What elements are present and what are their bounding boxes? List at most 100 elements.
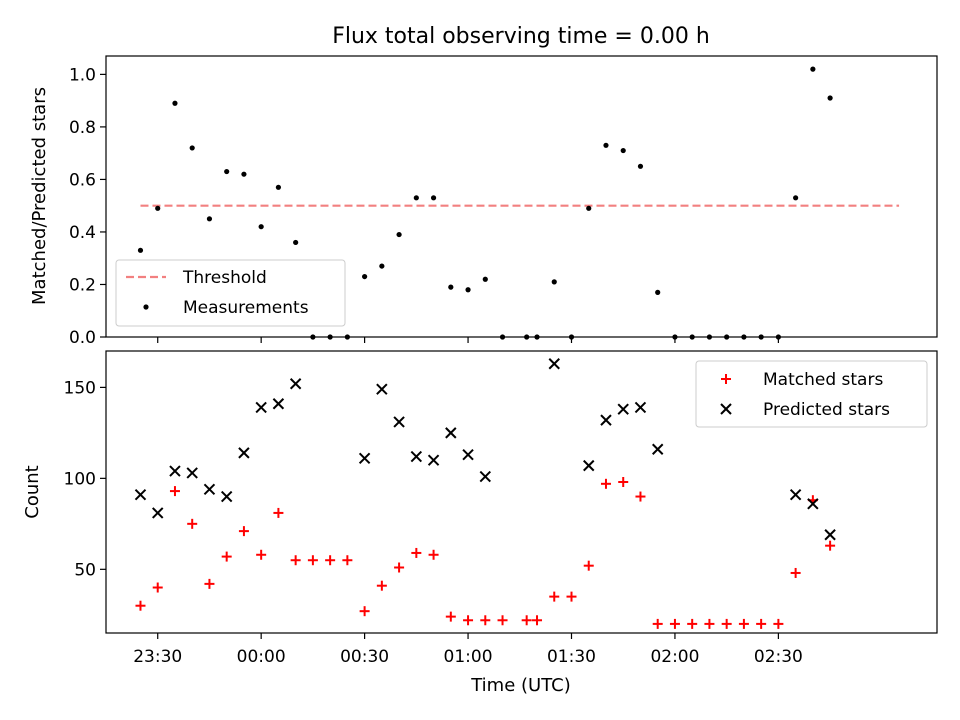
measurement-point <box>344 334 350 340</box>
bottom-y-tick-label: 50 <box>74 560 96 580</box>
measurement-point <box>189 145 195 151</box>
x-tick-label: 01:30 <box>547 647 596 667</box>
predicted-star-point <box>238 447 250 459</box>
measurement-point <box>241 171 247 177</box>
chart-title: Flux total observing time = 0.00 h <box>332 24 710 49</box>
top-legend: Threshold Measurements <box>115 259 346 327</box>
legend-box <box>695 360 928 428</box>
predicted-star-point <box>462 448 474 461</box>
x-tick-label: 01:00 <box>444 647 493 667</box>
top-y-axis-label: Matched/Predicted stars <box>29 87 50 305</box>
top-y-tick-label: 0.4 <box>69 223 96 243</box>
measurement-point <box>672 334 678 340</box>
measurement-point <box>534 334 540 340</box>
measurement-point <box>310 334 316 340</box>
predicted-star-point <box>479 470 492 483</box>
measurement-point <box>224 168 230 175</box>
top-subplot: 0.0 0.2 0.4 0.6 0.8 1.0 Threshold Measurements <box>69 55 938 348</box>
bottom-y-tick-label: 100 <box>64 469 96 489</box>
predicted-star-point <box>255 401 267 414</box>
predicted-star-point <box>358 452 371 465</box>
legend-predicted-label: Predicted stars <box>763 400 890 420</box>
x-tick-label: 00:00 <box>237 647 286 667</box>
predicted-star-point <box>203 483 216 495</box>
legend-measurements-swatch <box>143 304 149 310</box>
measurement-point <box>793 195 799 201</box>
measurement-point <box>775 334 781 340</box>
predicted-star-point <box>186 467 198 479</box>
predicted-star-point <box>220 490 233 503</box>
predicted-star-point <box>634 401 647 414</box>
measurement-point <box>499 334 506 340</box>
predicted-star-point <box>169 465 181 477</box>
x-tick-label: 02:00 <box>650 647 699 667</box>
predicted-star-point <box>617 403 629 415</box>
predicted-star-point <box>651 443 664 455</box>
legend-matched-label: Matched stars <box>763 370 883 390</box>
measurement-point <box>724 334 730 340</box>
measurement-point <box>637 163 644 169</box>
predicted-star-point <box>427 454 440 466</box>
predicted-star-point <box>789 489 802 501</box>
measurement-point <box>172 100 178 106</box>
predicted-star-point <box>600 414 612 426</box>
bottom-y-tick-label: 150 <box>64 378 96 398</box>
bottom-subplot: 50 100 150 23:30 00:00 00:30 01:00 01:30 02:00 02… <box>64 350 938 667</box>
bottom-y-axis-label: Count <box>22 465 43 518</box>
measurement-point <box>275 184 282 190</box>
measurement-point <box>586 205 592 211</box>
measurement-point <box>741 334 747 340</box>
measurement-point <box>448 284 454 290</box>
legend-predicted-swatch <box>720 403 732 415</box>
predicted-star-point <box>410 450 423 463</box>
measurement-point <box>327 334 333 340</box>
predicted-star-point <box>152 507 164 519</box>
predicted-star-point <box>445 427 457 439</box>
measurement-point <box>758 334 764 340</box>
measurement-point <box>706 334 713 340</box>
measurement-point <box>413 195 419 201</box>
x-tick-label: 02:30 <box>754 647 803 667</box>
measurement-point <box>430 195 437 201</box>
legend-threshold-label: Threshold <box>182 268 267 288</box>
x-axis-label: Time (UTC) <box>470 675 571 696</box>
measurement-point <box>655 289 661 295</box>
predicted-star-point <box>548 358 560 370</box>
x-tick-label: 23:30 <box>133 647 182 667</box>
predicted-star-point <box>583 459 595 472</box>
measurement-point <box>620 147 626 154</box>
measurement-point <box>206 216 213 222</box>
measurement-point <box>524 334 530 340</box>
predicted-star-point <box>376 383 388 395</box>
predicted-star-point <box>272 398 285 410</box>
x-tick-label: 00:30 <box>340 647 389 667</box>
measurement-point <box>603 142 609 148</box>
top-y-tick-label: 1.0 <box>69 65 96 85</box>
measurement-point <box>465 287 471 293</box>
predicted-star-point <box>807 498 819 510</box>
measurement-point <box>379 263 385 269</box>
top-y-tick-label: 0.0 <box>69 328 96 348</box>
legend-measurements-label: Measurements <box>183 298 309 318</box>
top-y-tick-label: 0.2 <box>69 275 96 295</box>
measurement-point <box>137 247 144 253</box>
predicted-star-point <box>289 378 302 390</box>
bottom-legend: Matched stars Predicted stars <box>695 360 928 428</box>
measurement-point <box>396 231 402 238</box>
predicted-star-point <box>393 416 405 428</box>
measurement-point <box>482 276 488 282</box>
measurement-point <box>155 205 161 211</box>
predicted-star-point <box>824 529 836 541</box>
predicted-star-point <box>134 489 147 501</box>
top-y-tick-label: 0.6 <box>69 170 96 190</box>
measurement-point <box>827 95 833 101</box>
top-y-tick-label: 0.8 <box>69 118 96 138</box>
measurement-point <box>362 273 368 280</box>
measurement-point <box>551 279 557 285</box>
measurement-point <box>568 334 575 340</box>
measurement-point <box>258 224 264 230</box>
measurement-point <box>293 239 299 246</box>
legend-box <box>115 259 346 327</box>
measurement-point <box>810 66 816 72</box>
